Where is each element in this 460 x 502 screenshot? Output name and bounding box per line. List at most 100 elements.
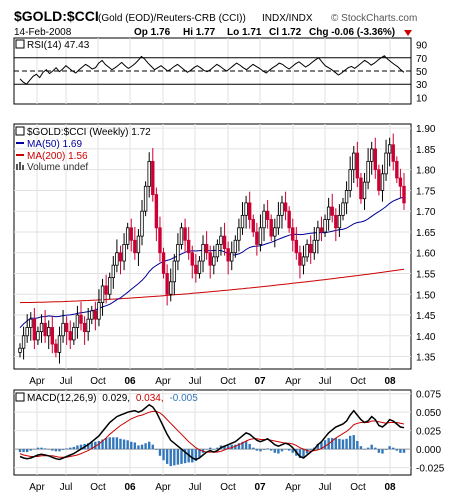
macd-histogram-bar xyxy=(345,438,348,450)
macd-histogram-bar xyxy=(284,449,287,450)
macd-histogram-bar xyxy=(370,444,373,450)
price-legend-icon xyxy=(15,126,25,136)
price-bar-body xyxy=(244,202,248,216)
macd-histogram-bar xyxy=(384,449,388,450)
high-value: Hi 1.77 xyxy=(183,27,216,38)
chart-source: © StockCharts.com xyxy=(331,13,417,24)
x-tick-label: Apr xyxy=(29,482,45,493)
macd-histogram-bar xyxy=(287,449,291,451)
macd-histogram-bar xyxy=(86,443,90,450)
rsi-y-tick: 90 xyxy=(416,41,428,52)
price-bar-body xyxy=(391,144,395,162)
macd-histogram-bar xyxy=(209,447,212,450)
x-tick-label: Oct xyxy=(350,482,366,493)
price-bar-body xyxy=(337,214,342,229)
price-bar-body xyxy=(143,185,148,212)
macd-histogram-bar xyxy=(147,441,151,450)
macd-histogram-bar xyxy=(237,443,241,450)
price-bar-body xyxy=(359,177,363,200)
price-bar-body xyxy=(384,152,388,175)
macd-histogram-bar xyxy=(352,435,355,450)
price-bar-body xyxy=(287,210,291,229)
macd-histogram-bar xyxy=(140,444,144,450)
macd-histogram-bar xyxy=(341,439,345,450)
price-bar-body xyxy=(247,202,252,220)
price-bar-body xyxy=(151,160,155,195)
price-bar-body xyxy=(169,281,173,295)
macd-histogram-bar xyxy=(155,449,158,450)
macd-histogram-bar xyxy=(29,449,32,451)
macd-histogram-bar xyxy=(97,441,101,450)
price-bar-body xyxy=(269,219,273,237)
macd-histogram-bar xyxy=(176,449,180,465)
volume-legend: Volume undef xyxy=(27,162,88,173)
price-bar-body xyxy=(226,248,230,262)
close-value: Cl 1.72 xyxy=(269,27,302,38)
price-bar-body xyxy=(366,160,370,183)
rsi-legend-icon xyxy=(15,39,25,49)
macd-histogram-bar xyxy=(126,440,129,450)
macd-histogram-bar xyxy=(363,449,366,450)
rsi-y-tick: 70 xyxy=(416,54,428,65)
price-y-tick: 1.60 xyxy=(416,249,436,260)
price-bar-body xyxy=(72,327,76,341)
price-bar-body xyxy=(36,331,40,341)
macd-line xyxy=(19,403,405,461)
price-bar-body xyxy=(161,252,166,274)
macd-histogram-bar xyxy=(112,437,115,450)
macd-y-tick: 0.000 xyxy=(416,445,441,456)
price-bar-body xyxy=(344,190,349,204)
macd-histogram-bar xyxy=(173,449,176,466)
rsi-y-tick: 50 xyxy=(416,67,428,78)
price-bar-body xyxy=(32,318,37,341)
price-y-tick: 1.85 xyxy=(416,145,436,156)
price-bar-body xyxy=(97,302,101,320)
macd-histogram-bar xyxy=(90,442,93,450)
price-bar-body xyxy=(93,310,98,320)
ma50-line xyxy=(19,196,405,329)
volume-legend-icon-bar xyxy=(19,162,21,170)
price-bar-body xyxy=(341,202,345,216)
price-bar-body xyxy=(395,160,399,179)
macd-histogram-bar xyxy=(25,449,29,453)
price-bar-body xyxy=(194,264,198,274)
macd-y-tick: 0.025 xyxy=(416,427,441,438)
macd-histogram-bar xyxy=(216,447,219,450)
price-bar-body xyxy=(215,244,220,258)
price-bar-body xyxy=(237,227,241,241)
price-bar-body xyxy=(276,214,281,229)
x-tick-label: Apr xyxy=(285,482,301,493)
macd-histogram-bar xyxy=(94,441,97,450)
price-bar-body xyxy=(316,227,320,241)
price-bar-body xyxy=(75,314,80,328)
x-tick-label: Oct xyxy=(90,376,106,387)
macd-histogram-bar xyxy=(374,447,377,450)
price-bar-body xyxy=(29,318,33,328)
macd-histogram-bar xyxy=(323,440,327,450)
macd-histogram-bar xyxy=(108,437,111,450)
price-bar-body xyxy=(18,347,22,353)
price-bar-body xyxy=(230,252,234,262)
price-y-tick: 1.50 xyxy=(416,290,436,301)
x-tick-label: Jul xyxy=(319,482,332,493)
price-bar-body xyxy=(122,244,126,262)
macd-histogram-bar xyxy=(252,447,255,450)
macd-histogram-bar xyxy=(255,449,259,451)
macd-legend-label: MACD(12,26,9) xyxy=(27,393,96,404)
macd-histogram-bar xyxy=(158,449,162,456)
macd-histogram-bar xyxy=(58,449,61,452)
macd-histogram-bar xyxy=(72,446,76,450)
macd-histogram-bar xyxy=(165,449,169,464)
macd-histogram-bar xyxy=(54,449,58,452)
macd-histogram-bar xyxy=(104,438,108,450)
ma200-legend: MA(200) 1.56 xyxy=(27,151,88,162)
price-bar-body xyxy=(373,148,377,171)
macd-histogram-bar xyxy=(36,447,40,450)
macd-histogram-bar xyxy=(338,438,341,450)
price-bar-body xyxy=(136,235,141,254)
macd-histogram-bar xyxy=(180,449,183,464)
macd-histogram-bar xyxy=(43,448,47,450)
macd-histogram-bar xyxy=(309,449,312,450)
x-tick-label: 07 xyxy=(254,376,266,387)
price-bar-body xyxy=(283,202,288,212)
